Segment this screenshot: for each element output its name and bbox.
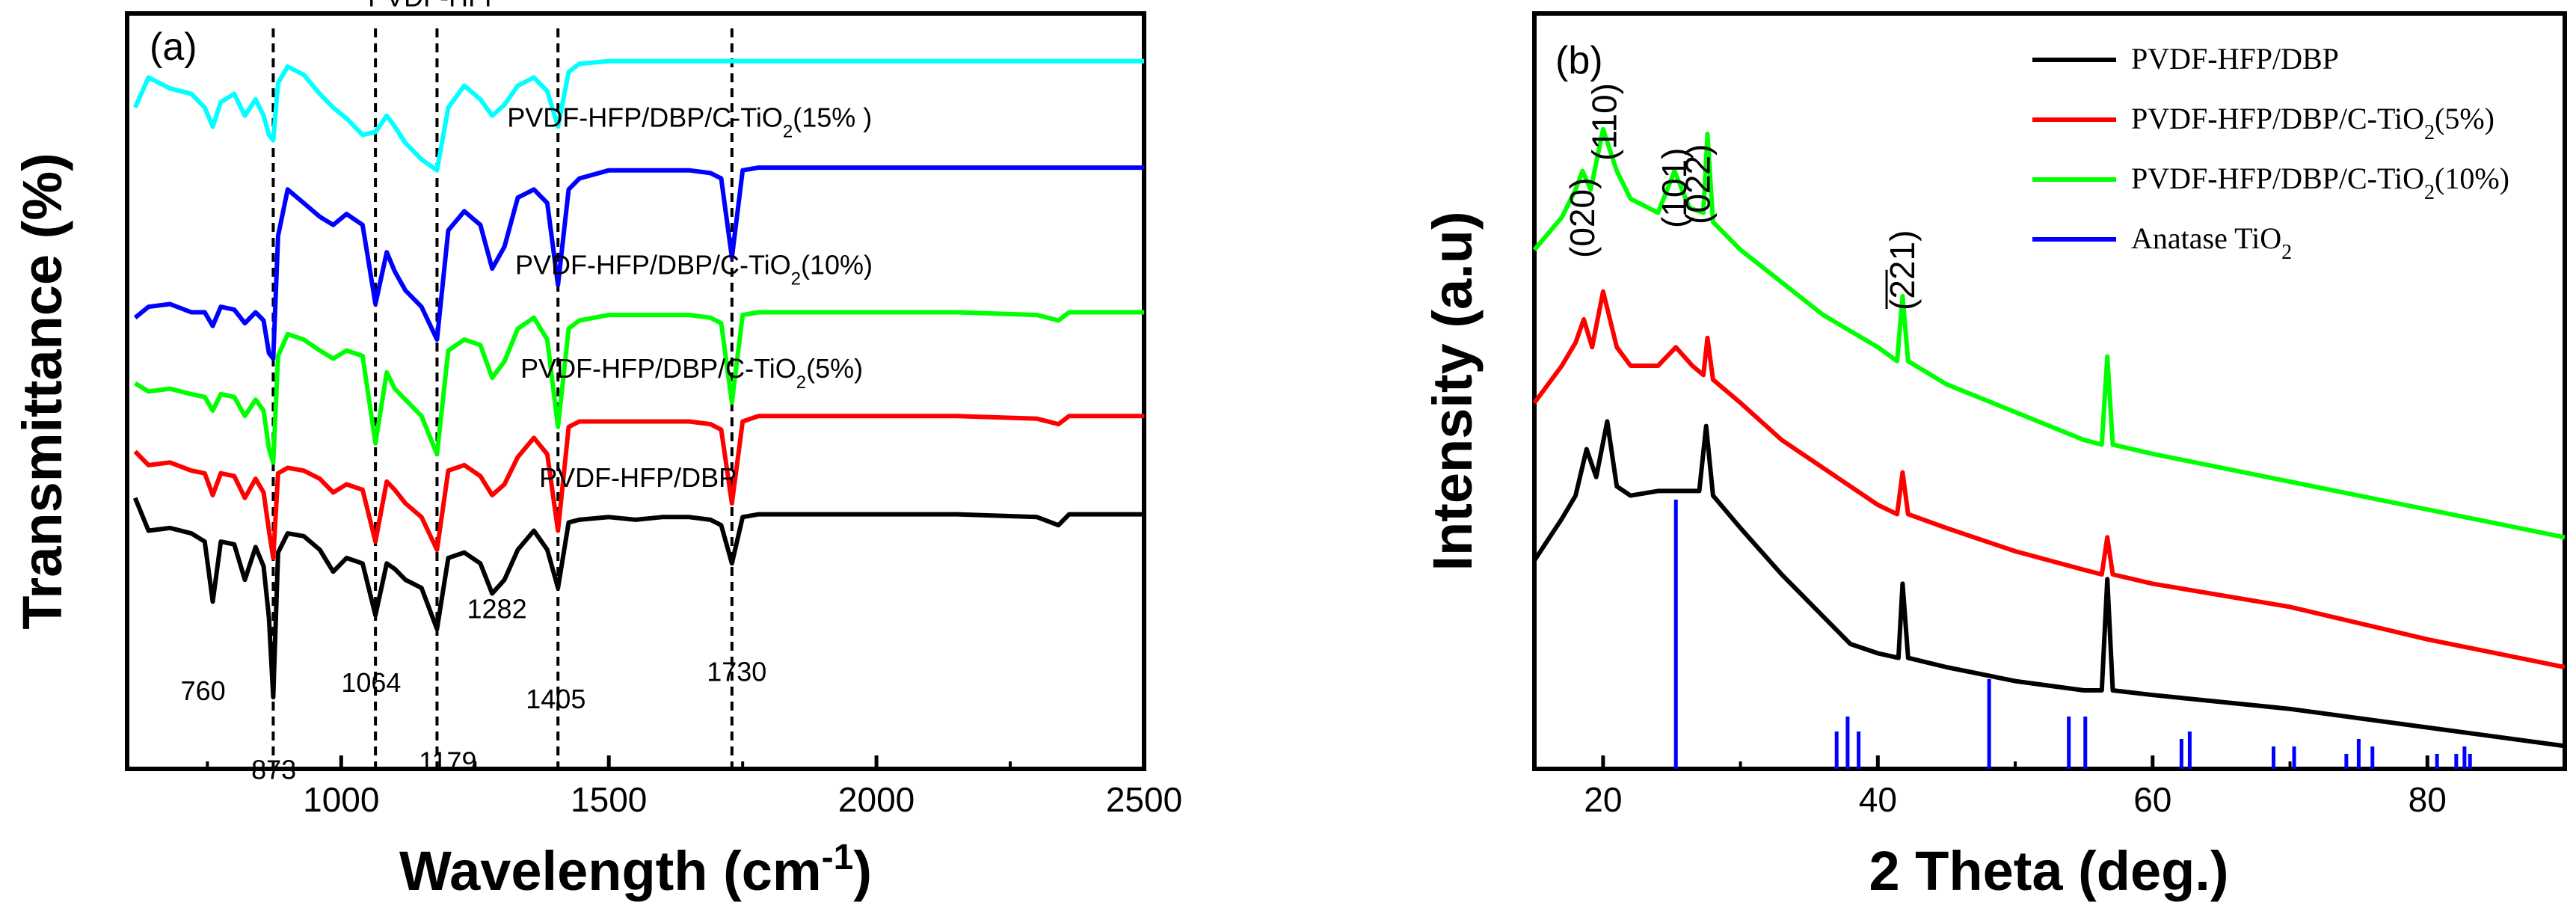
peak-label: (020) bbox=[1563, 178, 1602, 258]
panel-label-a: (a) bbox=[150, 25, 197, 69]
plot-frame-b bbox=[1532, 11, 2567, 771]
legend-label: PVDF-HFP/DBP bbox=[2131, 42, 2339, 76]
annotation-label: 1179 bbox=[419, 746, 476, 777]
peak-labels: (020) (110) (101)(022) (̅2̅21) bbox=[1563, 83, 1922, 310]
peak-label: (022) bbox=[1678, 144, 1717, 224]
annotation-label: PVDF-HFP/DBP/C-TiO2(15% ) bbox=[507, 102, 872, 141]
reference-lines bbox=[271, 28, 734, 769]
series-line-pvdf-hfp-dbp-c-tio2-5- bbox=[133, 414, 1144, 560]
series-line-pvdf-hfp-dbp-c-tio2-10- bbox=[134, 310, 1144, 465]
annotation-label: 873 bbox=[251, 755, 296, 785]
series-line-pvdf-hfp-dbp bbox=[132, 497, 1144, 700]
x-tick-label: 20 bbox=[1584, 780, 1622, 819]
panel-a: PVDF-HFP PVDF-HFP/DBP/C-TiO2(15% ) PVDF-HF… bbox=[11, 0, 1182, 902]
x-tick-label: 40 bbox=[1859, 780, 1897, 819]
annotation-label: PVDF-HFP/DBP/C-TiO2(5%) bbox=[520, 353, 863, 393]
annotation-label: 1405 bbox=[526, 684, 585, 714]
series-line-pvdf-hfp-dbp-c-tio2-15- bbox=[133, 165, 1144, 361]
legend-label: PVDF-HFP/DBP/C-TiO2(10%) bbox=[2131, 162, 2509, 204]
annotation-label: 1730 bbox=[707, 656, 766, 687]
series-line-pvdf-hfp bbox=[132, 58, 1144, 173]
x-tick-label: 2000 bbox=[838, 780, 914, 819]
series-group-a bbox=[132, 58, 1144, 700]
y-axis-label-b: Intensity (a.u) bbox=[1421, 211, 1484, 571]
y-axis-label-a: Transmittance (%) bbox=[11, 153, 73, 629]
series-line-pvdf-hfp-dbp-c-tio2-10- bbox=[1532, 126, 2566, 540]
panel-label-b: (b) bbox=[1555, 39, 1603, 82]
x-axis-label-a: Wavelength (cm-1) bbox=[399, 838, 872, 902]
annotation-label: PVDF-HFP bbox=[368, 0, 502, 13]
peak-label: (101) bbox=[1655, 148, 1694, 228]
annotation-label: 760 bbox=[181, 675, 226, 706]
series-line-pvdf-hfp-dbp bbox=[1532, 419, 2566, 749]
annotation-label: PVDF-HFP/DBP bbox=[539, 462, 737, 493]
series-group-b bbox=[1532, 126, 2566, 769]
x-tick-label: 60 bbox=[2133, 780, 2171, 819]
annotation-label: PVDF-HFP/DBP/C-TiO2(10%) bbox=[515, 249, 873, 289]
legend-label: Anatase TiO2 bbox=[2131, 221, 2292, 264]
annotations-a: PVDF-HFP PVDF-HFP/DBP/C-TiO2(15% ) PVDF-HF… bbox=[181, 0, 873, 785]
x-tick-label: 1500 bbox=[571, 780, 647, 819]
x-ticks-b: 20 40 60 80 bbox=[1584, 755, 2447, 819]
x-axis-label-b: 2 Theta (deg.) bbox=[1869, 840, 2228, 902]
peak-label: (̅2̅21) bbox=[1883, 230, 1922, 310]
peak-label: (110) bbox=[1585, 83, 1624, 161]
x-ticks-a: 1000 1500 2000 2500 bbox=[206, 755, 1182, 819]
x-tick-label: 2500 bbox=[1106, 780, 1182, 819]
plot-frame-a bbox=[125, 11, 1146, 771]
series-line-pvdf-hfp-dbp-c-tio2-5- bbox=[1532, 289, 2566, 669]
legend-label: PVDF-HFP/DBP/C-TiO2(5%) bbox=[2131, 102, 2494, 144]
x-tick-label: 80 bbox=[2409, 780, 2447, 819]
annotation-label: 1282 bbox=[467, 593, 527, 624]
annotation-label: 1064 bbox=[341, 667, 401, 698]
x-tick-label: 1000 bbox=[303, 780, 379, 819]
legend-b: PVDF-HFP/DBP PVDF-HFP/DBP/C-TiO2(5%) PVDF-… bbox=[2032, 42, 2509, 264]
panel-b: (020) (110) (101)(022) (̅2̅21) PVDF-HFP/DBP… bbox=[1421, 11, 2567, 902]
